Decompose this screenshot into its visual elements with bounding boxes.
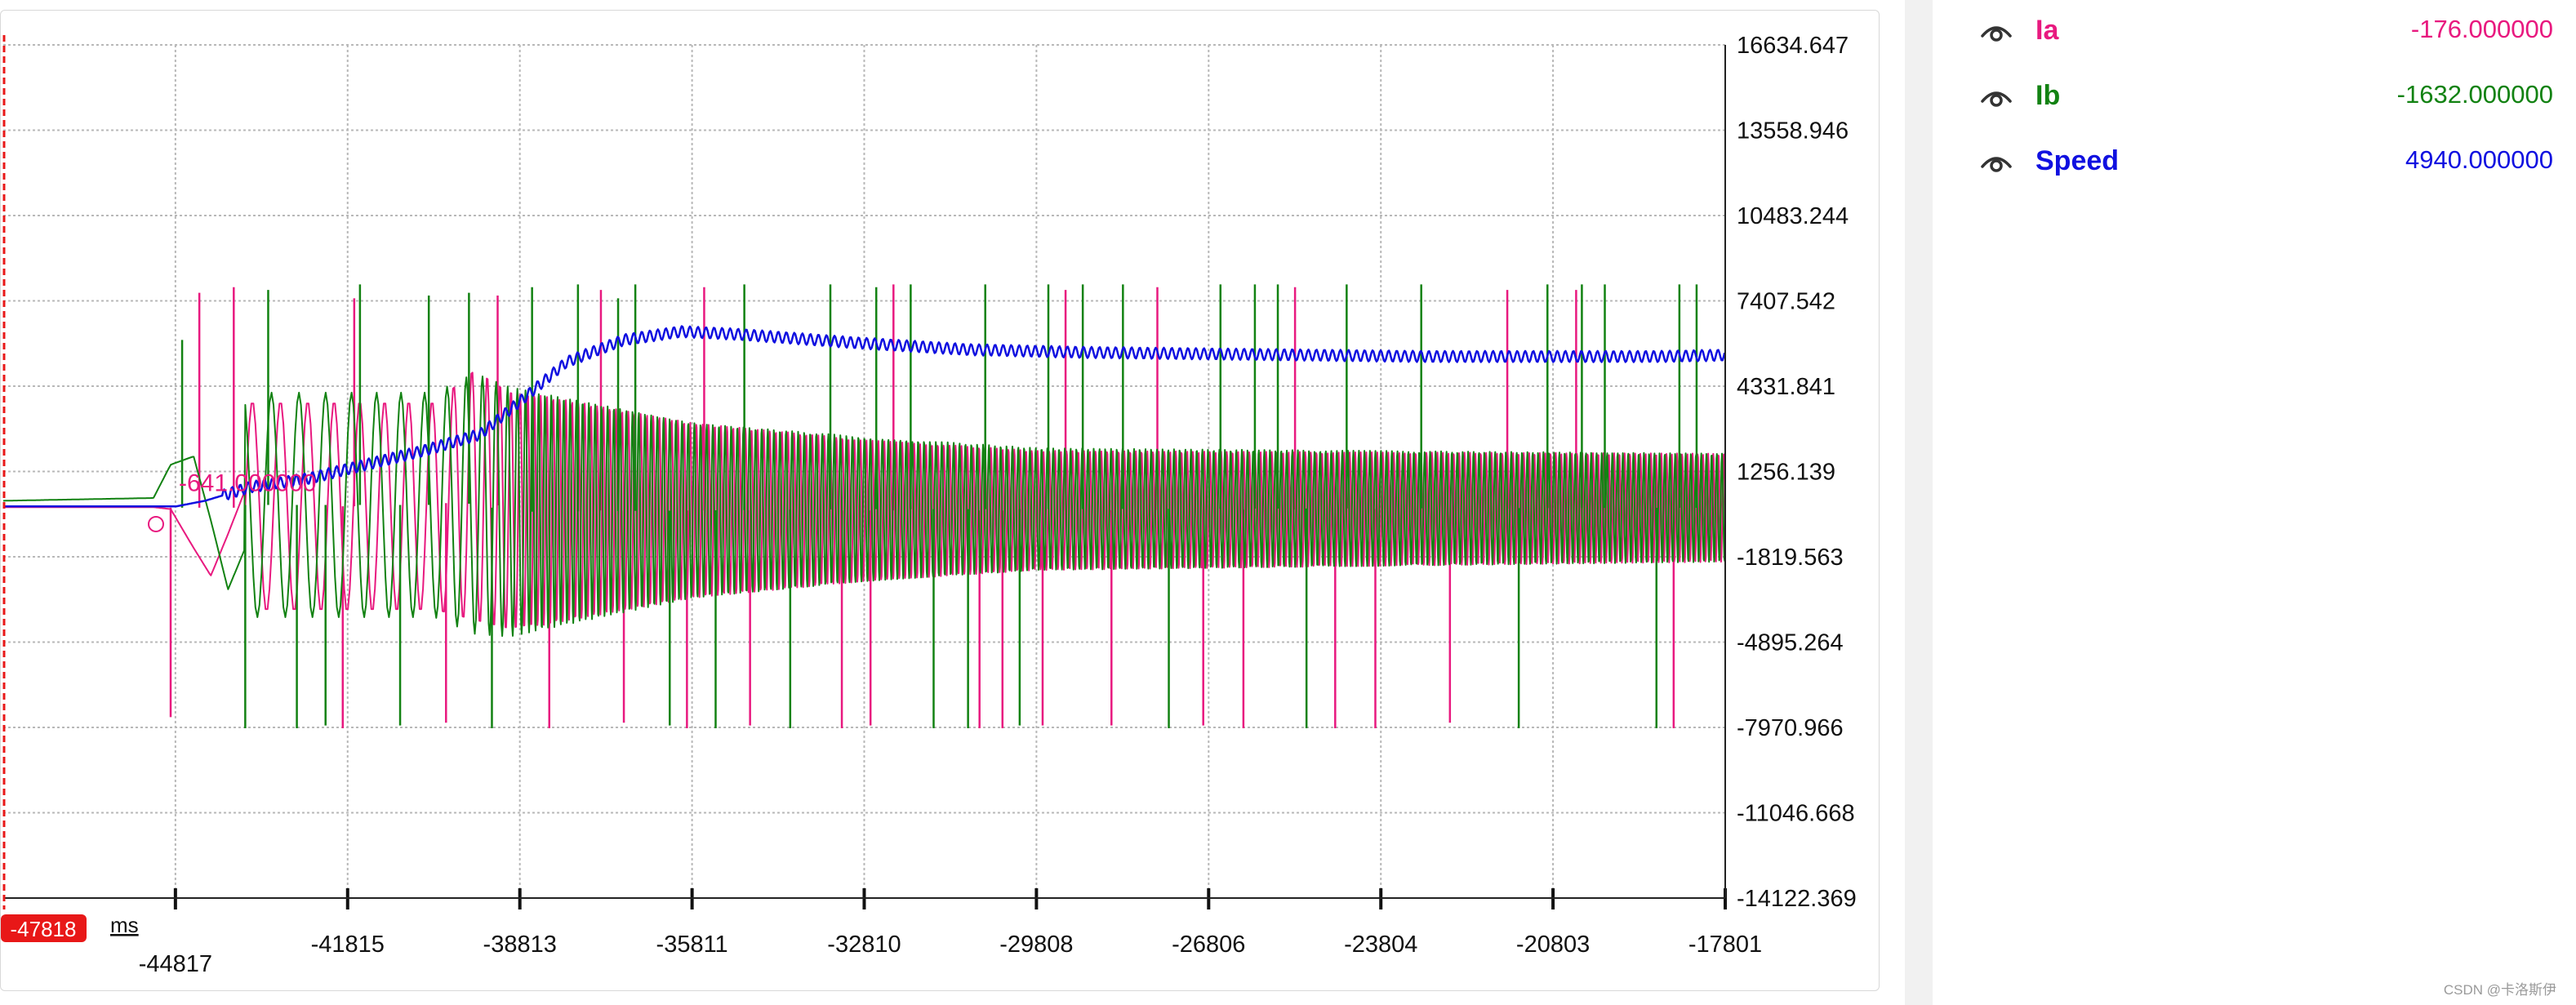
legend-name-speed: Speed <box>2035 145 2120 176</box>
y-tick-label: -1819.563 <box>1737 545 1844 571</box>
x-unit-label: ms <box>110 913 139 937</box>
cursor-value-label: -641.000000 <box>179 470 317 497</box>
x-tick-label: -41815 <box>311 932 385 958</box>
x-tick-label: -23804 <box>1344 932 1417 958</box>
y-tick-label: 16634.647 <box>1737 33 1849 59</box>
legend-panel: Ia -176.000000 Ib -1632.000000 Speed 494… <box>1933 0 2576 1005</box>
legend-item-ib[interactable]: Ib -1632.000000 <box>1933 72 2553 121</box>
y-tick-label: -11046.668 <box>1737 801 1855 827</box>
y-tick-label: -7970.966 <box>1737 715 1844 741</box>
x-tick-label: -17801 <box>1688 932 1762 958</box>
x-tick-label: -32810 <box>827 932 901 958</box>
y-tick-label: 7407.542 <box>1737 289 1835 315</box>
plot-area <box>3 284 1726 728</box>
legend-name-ia: Ia <box>2035 15 2059 46</box>
y-tick-label: 10483.244 <box>1737 203 1849 229</box>
series-ib <box>3 284 1726 728</box>
y-tick-label: 13558.946 <box>1737 118 1849 144</box>
eye-icon[interactable] <box>1978 13 2014 49</box>
series-line-ia <box>3 371 1726 629</box>
cursor-point-marker <box>148 515 164 532</box>
legend-name-ib: Ib <box>2035 80 2061 111</box>
legend-value-ia: -176.000000 <box>2410 15 2553 43</box>
y-tick-label: -14122.369 <box>1737 886 1857 912</box>
x-tick-label: -29808 <box>999 932 1073 958</box>
legend-value-speed: 4940.000000 <box>2405 145 2553 174</box>
x-tick-label: -35811 <box>656 932 728 958</box>
x-tick-label: -38813 <box>483 932 557 958</box>
series-ia <box>3 284 1726 728</box>
series-line-ib <box>3 376 1726 638</box>
eye-icon[interactable] <box>1978 78 2014 114</box>
y-tick-label: 1256.139 <box>1737 460 1835 486</box>
y-tick-label: -4895.264 <box>1737 630 1844 656</box>
x-tick-label: -26806 <box>1172 932 1245 958</box>
eye-icon[interactable] <box>1978 144 2014 180</box>
y-tick-label: 4331.841 <box>1737 374 1835 400</box>
chart-panel: 16634.647 13558.946 10483.244 7407.542 4331.… <box>0 10 1880 991</box>
watermark: CSDN @卡洛斯伊 <box>2443 982 2556 998</box>
x-tick-label: -44817 <box>139 951 212 977</box>
cursor-x-badge <box>1 914 87 942</box>
waveform-chart[interactable]: 16634.647 13558.946 10483.244 7407.542 4331.… <box>1 11 1879 990</box>
legend-value-ib: -1632.000000 <box>2396 80 2553 109</box>
series-line-speed <box>3 325 1726 508</box>
panel-divider[interactable] <box>1905 0 1933 1005</box>
legend-item-speed[interactable]: Speed 4940.000000 <box>1933 137 2553 186</box>
x-tick-label: -20803 <box>1516 932 1590 958</box>
axes: 16634.647 13558.946 10483.244 7407.542 4331.… <box>1 33 1857 977</box>
cursor-x-label: -47818 <box>11 917 77 941</box>
legend-item-ia[interactable]: Ia -176.000000 <box>1933 7 2553 56</box>
series-speed <box>3 325 1726 508</box>
